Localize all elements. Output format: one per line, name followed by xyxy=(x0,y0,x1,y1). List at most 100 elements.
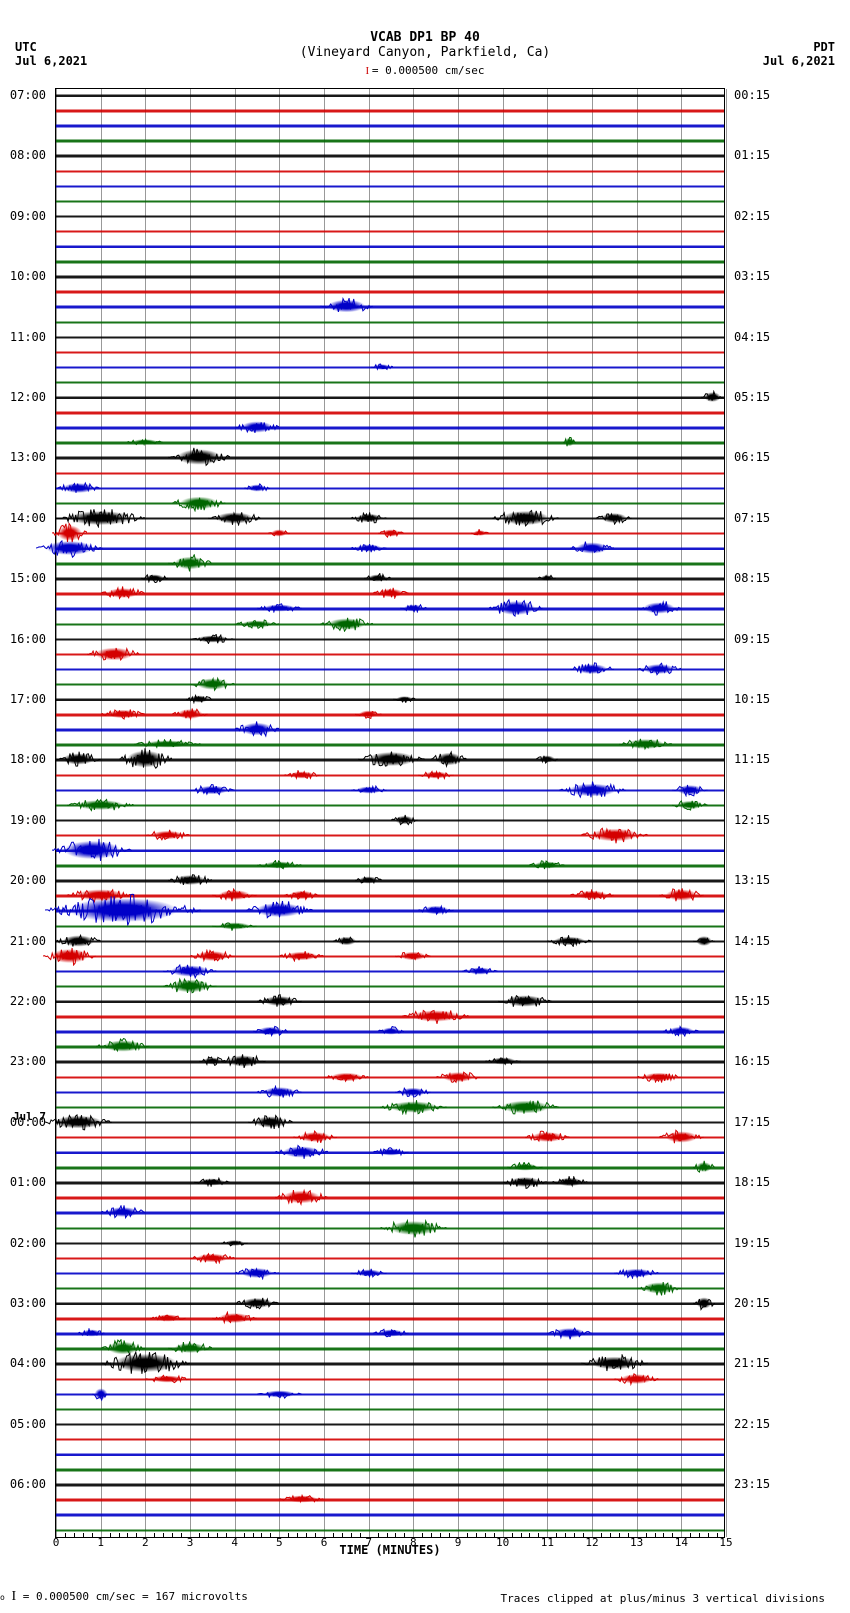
seismic-burst xyxy=(67,798,134,812)
seismic-burst xyxy=(570,889,615,901)
utc-hour-label: 02:00 xyxy=(0,1236,46,1250)
trace-baseline xyxy=(56,1137,724,1139)
utc-hour-label: 01:00 xyxy=(0,1175,46,1189)
xtick-minor xyxy=(449,1533,450,1537)
xtick-minor xyxy=(253,1533,254,1537)
trace-baseline xyxy=(56,624,724,626)
xtick-label: 14 xyxy=(675,1536,688,1549)
xtick-minor xyxy=(315,1533,316,1537)
trace-row xyxy=(56,1061,724,1062)
trace-row xyxy=(56,1137,724,1138)
footer-left: o I = 0.000500 cm/sec = 167 microvolts xyxy=(0,1589,248,1605)
trace-row xyxy=(56,337,724,338)
trace-baseline xyxy=(56,1439,724,1441)
trace-row xyxy=(56,1288,724,1289)
pdt-hour-label: 15:15 xyxy=(734,994,770,1008)
trace-row xyxy=(56,246,724,247)
xtick-minor xyxy=(404,1533,405,1537)
trace-baseline xyxy=(56,155,724,157)
seismic-burst xyxy=(402,1008,469,1024)
trace-baseline xyxy=(56,956,724,958)
trace-baseline xyxy=(56,1499,724,1501)
seismic-burst xyxy=(333,935,360,947)
trace-baseline xyxy=(56,729,724,731)
xtick-minor xyxy=(136,1533,137,1537)
seismic-burst xyxy=(235,619,280,629)
trace-row xyxy=(56,457,724,458)
seismic-burst xyxy=(96,1038,150,1054)
trace-row xyxy=(56,1077,724,1078)
trace-row xyxy=(56,1182,724,1183)
trace-row xyxy=(56,322,724,323)
trace-row xyxy=(56,1530,724,1531)
utc-hour-label: 06:00 xyxy=(0,1477,46,1491)
seismic-burst xyxy=(190,949,235,963)
seismic-burst xyxy=(701,390,723,404)
xtick-minor xyxy=(565,1533,566,1537)
seismic-burst xyxy=(395,950,431,962)
trace-row xyxy=(56,1016,724,1017)
tz-left-tz: UTC xyxy=(15,40,87,54)
trace-baseline xyxy=(56,684,724,686)
trace-row xyxy=(56,186,724,187)
xtick-minor xyxy=(226,1533,227,1537)
xtick-minor xyxy=(199,1533,200,1537)
pdt-hour-label: 01:15 xyxy=(734,148,770,162)
trace-row xyxy=(56,352,724,353)
trace-row xyxy=(56,639,724,640)
trace-baseline xyxy=(56,488,724,490)
seismic-burst xyxy=(163,977,217,995)
seismic-burst xyxy=(529,860,565,870)
seismic-burst xyxy=(268,528,290,538)
trace-row xyxy=(56,1484,724,1485)
trace-baseline xyxy=(56,1514,724,1516)
pdt-hour-label: 06:15 xyxy=(734,450,770,464)
utc-hour-label: 14:00 xyxy=(0,511,46,525)
seismic-burst xyxy=(547,935,592,947)
trace-row xyxy=(56,140,724,141)
seismic-burst xyxy=(320,616,374,632)
trace-row xyxy=(56,563,724,564)
xtick-minor xyxy=(163,1533,164,1537)
seismic-burst xyxy=(145,829,190,841)
xtick-minor xyxy=(619,1533,620,1537)
trace-row xyxy=(56,624,724,625)
seismic-burst xyxy=(221,1239,248,1247)
xtick-minor xyxy=(83,1533,84,1537)
utc-hour-label: 08:00 xyxy=(0,148,46,162)
pdt-hour-label: 23:15 xyxy=(734,1477,770,1491)
trace-baseline xyxy=(56,1212,724,1214)
trace-baseline xyxy=(56,427,724,429)
trace-baseline xyxy=(56,457,724,459)
seismic-burst xyxy=(212,921,257,931)
trace-row xyxy=(56,1469,724,1470)
pdt-hour-label: 05:15 xyxy=(734,390,770,404)
xtick-minor xyxy=(655,1533,656,1537)
seismic-burst xyxy=(351,512,387,524)
trace-baseline xyxy=(56,291,724,293)
trace-row xyxy=(56,1303,724,1304)
seismic-burst xyxy=(172,707,208,721)
xtick-minor xyxy=(154,1533,155,1537)
pdt-hour-label: 03:15 xyxy=(734,269,770,283)
xtick-minor xyxy=(601,1533,602,1537)
xtick-minor xyxy=(574,1533,575,1537)
trace-baseline xyxy=(56,639,724,641)
trace-row xyxy=(56,488,724,489)
trace-baseline xyxy=(56,563,724,565)
seismic-burst xyxy=(485,1056,521,1066)
xtick-minor xyxy=(208,1533,209,1537)
xtick-label: 3 xyxy=(187,1536,194,1549)
seismic-burst xyxy=(101,1350,190,1376)
xtick-label: 8 xyxy=(410,1536,417,1549)
utc-hour-label: 10:00 xyxy=(0,269,46,283)
trace-baseline xyxy=(56,1016,724,1018)
seismic-burst xyxy=(351,543,387,553)
scale-note: I = 0.000500 cm/sec xyxy=(0,64,850,77)
xtick-minor xyxy=(699,1533,700,1537)
trace-baseline xyxy=(56,171,724,173)
trace-row xyxy=(56,1243,724,1244)
seismic-burst xyxy=(36,538,103,558)
xtick-minor xyxy=(610,1533,611,1537)
seismic-burst xyxy=(119,747,173,771)
